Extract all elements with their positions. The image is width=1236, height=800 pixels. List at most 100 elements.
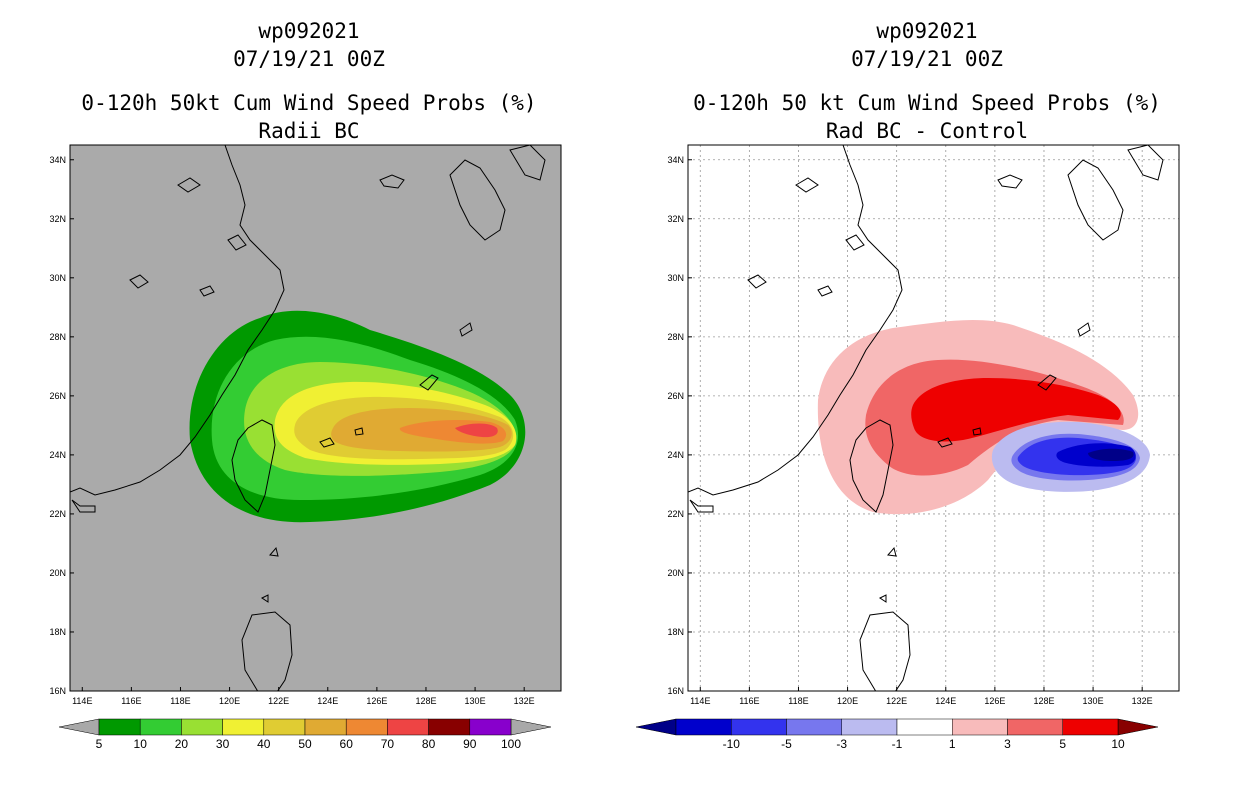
colorbar-arrow-low (635, 718, 677, 736)
colorbar-label: 60 (340, 737, 354, 751)
chart-title: 0-120h 50kt Cum Wind Speed Probs (%) (81, 91, 537, 115)
colorbar-label: 40 (257, 737, 271, 751)
left-panel: wp092021 07/19/21 00Z 0-120h 50kt Cum Wi… (49, 19, 562, 751)
lat-tick-label: 30N (667, 273, 684, 283)
lat-tick-label: 34N (49, 155, 66, 165)
contour-pos-5 (911, 378, 1121, 442)
date-time: 07/19/21 00Z (233, 47, 385, 71)
colorbar-label: 30 (216, 737, 230, 751)
colorbar-label: 90 (463, 737, 477, 751)
lat-tick-label: 32N (667, 214, 684, 224)
chart-subtitle: Radii BC (258, 119, 360, 143)
contour-70pct (455, 423, 498, 438)
colorbar-swatch (469, 718, 512, 736)
lat-tick-label: 24N (49, 450, 66, 460)
colorbar-swatch (731, 718, 787, 736)
map-frame (687, 144, 1180, 692)
lat-tick-label: 32N (49, 214, 66, 224)
contour-neg-extreme (1088, 448, 1134, 461)
lat-tick-label: 26N (667, 391, 684, 401)
lon-tick-label: 122E (268, 696, 289, 706)
lon-axis: 114E 116E 118E 120E 122E 124E 126E 128E 130E 132E (690, 687, 1153, 706)
lat-axis: 34N 32N 30N 28N 26N 24N 22N 20N 18N 16N (49, 155, 74, 696)
map-frame (69, 144, 562, 692)
lon-tick-label: 126E (984, 696, 1005, 706)
colorbar-swatch (181, 718, 223, 736)
colorbar-arrow-high (510, 718, 552, 736)
colorbar-label: -10 (723, 737, 741, 751)
colorbar-label: 20 (175, 737, 189, 751)
lon-tick-label: 128E (1033, 696, 1054, 706)
colorbar-label: -5 (781, 737, 792, 751)
lon-tick-label: 132E (1132, 696, 1153, 706)
colorbar-label: 10 (1111, 737, 1125, 751)
colorbar-label: 10 (134, 737, 148, 751)
colorbar-swatch (786, 718, 842, 736)
colorbar-label: 70 (381, 737, 395, 751)
lat-tick-label: 16N (49, 686, 66, 696)
colorbar-label: -1 (892, 737, 903, 751)
colorbar-label: 3 (1004, 737, 1011, 751)
colorbar-arrow-low (58, 718, 100, 736)
lat-tick-label: 16N (667, 686, 684, 696)
lat-tick-label: 28N (667, 332, 684, 342)
colorbar-swatch (304, 718, 347, 736)
lat-tick-label: 22N (667, 509, 684, 519)
colorbar-swatch (841, 718, 898, 736)
lat-tick-label: 18N (667, 627, 684, 637)
lon-tick-label: 124E (317, 696, 338, 706)
colorbar-arrow-high (1117, 718, 1159, 736)
lon-axis: 114E 116E 118E 120E 122E 124E 126E 128E 130E 132E (72, 687, 535, 706)
colorbar-label: 80 (422, 737, 436, 751)
colorbar-swatch (98, 718, 141, 736)
lat-tick-label: 22N (49, 509, 66, 519)
colorbar: 5 10 20 30 40 50 60 70 80 90 100 (58, 718, 552, 751)
lon-tick-label: 128E (415, 696, 436, 706)
lat-axis: 34N 32N 30N 28N 26N 24N 22N 20N 18N 16N (667, 155, 692, 696)
chart-title: 0-120h 50 kt Cum Wind Speed Probs (%) (693, 91, 1161, 115)
lat-tick-label: 28N (49, 332, 66, 342)
lon-tick-label: 118E (170, 696, 190, 706)
colorbar-swatch (1062, 718, 1119, 736)
lon-tick-label: 120E (219, 696, 240, 706)
lon-tick-label: 114E (690, 696, 710, 706)
gridlines (688, 145, 1179, 691)
difference-contours (817, 319, 1150, 515)
lon-tick-label: 120E (837, 696, 858, 706)
lat-tick-label: 24N (667, 450, 684, 460)
colorbar-swatch (263, 718, 306, 736)
coastlines (688, 145, 1164, 691)
right-panel: wp092021 07/19/21 00Z 0-120h 50 kt Cum W… (618, 0, 1236, 800)
date-time: 07/19/21 00Z (851, 47, 1003, 71)
coastlines (70, 145, 546, 691)
colorbar-swatch (139, 718, 182, 736)
lon-tick-label: 122E (886, 696, 907, 706)
lon-tick-label: 130E (465, 696, 486, 706)
lat-tick-label: 26N (49, 391, 66, 401)
lon-tick-label: 130E (1083, 696, 1104, 706)
lon-tick-label: 118E (788, 696, 808, 706)
lat-tick-label: 34N (667, 155, 684, 165)
colorbar-swatch (387, 718, 429, 736)
colorbar-label: 50 (298, 737, 312, 751)
storm-id: wp092021 (876, 19, 978, 43)
lon-tick-label: 116E (121, 696, 141, 706)
colorbar-swatch (345, 718, 388, 736)
chart-subtitle: Rad BC - Control (825, 119, 1029, 143)
storm-id: wp092021 (258, 19, 360, 43)
lon-tick-label: 116E (739, 696, 759, 706)
colorbar-swatch (952, 718, 1008, 736)
lon-tick-label: 126E (366, 696, 387, 706)
colorbar-label: 100 (501, 737, 521, 751)
lon-tick-label: 132E (514, 696, 535, 706)
colorbar: -10 -5 -3 -1 1 3 5 10 (635, 718, 1159, 751)
colorbar-swatch (896, 718, 953, 736)
colorbar-label: 5 (96, 737, 103, 751)
colorbar-swatch (675, 718, 732, 736)
lon-tick-label: 114E (72, 696, 92, 706)
colorbar-label: -3 (836, 737, 847, 751)
colorbar-label: 1 (949, 737, 956, 751)
lon-tick-label: 124E (935, 696, 956, 706)
